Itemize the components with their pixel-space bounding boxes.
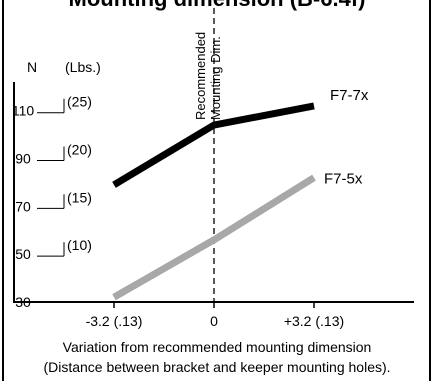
y-ticks: 110 (25) 90 (20) 70 (15) 50 (10) 30 [12,94,92,310]
series-label: F7-5x [324,171,363,188]
x-ticks: -3.2 (.13) 0 +3.2 (.13) [86,302,344,329]
y-tick-label: 110 [12,103,35,119]
series-label: F7-7x [330,87,369,104]
recommended-dimension-label: Recommended [193,32,208,120]
y-tick-label: 90 [15,151,31,167]
recommended-dimension-marker: Recommended Mounting Dim. [193,8,223,302]
y-tick-label: 30 [15,294,31,310]
x-axis-sublabel: (Distance between bracket and keeper mou… [43,359,390,375]
x-tick-label: +3.2 (.13) [284,313,344,329]
series-line-f7-5x [112,174,316,301]
x-tick-label: 0 [210,313,218,329]
y-unit-newton: N [27,59,37,75]
x-axis-label: Variation from recommended mounting dime… [63,339,372,355]
y-tick-label: 50 [15,246,31,262]
y-tick-label: 70 [15,198,31,214]
y-tick-label-secondary: (10) [67,237,92,253]
recommended-dimension-label: Mounting Dim. [208,36,223,120]
series-line-f7-7x [112,102,315,188]
series-group: F7-7x F7-5x [112,87,369,301]
y-tick-label-secondary: (15) [67,189,92,205]
y-tick-label-secondary: (25) [67,94,92,110]
y-tick-label-secondary: (20) [67,142,92,158]
y-unit-lbs: (Lbs.) [65,59,101,75]
x-tick-label: -3.2 (.13) [86,313,143,329]
chart-title: Mounting dimension (B-6.4f) [69,0,366,11]
